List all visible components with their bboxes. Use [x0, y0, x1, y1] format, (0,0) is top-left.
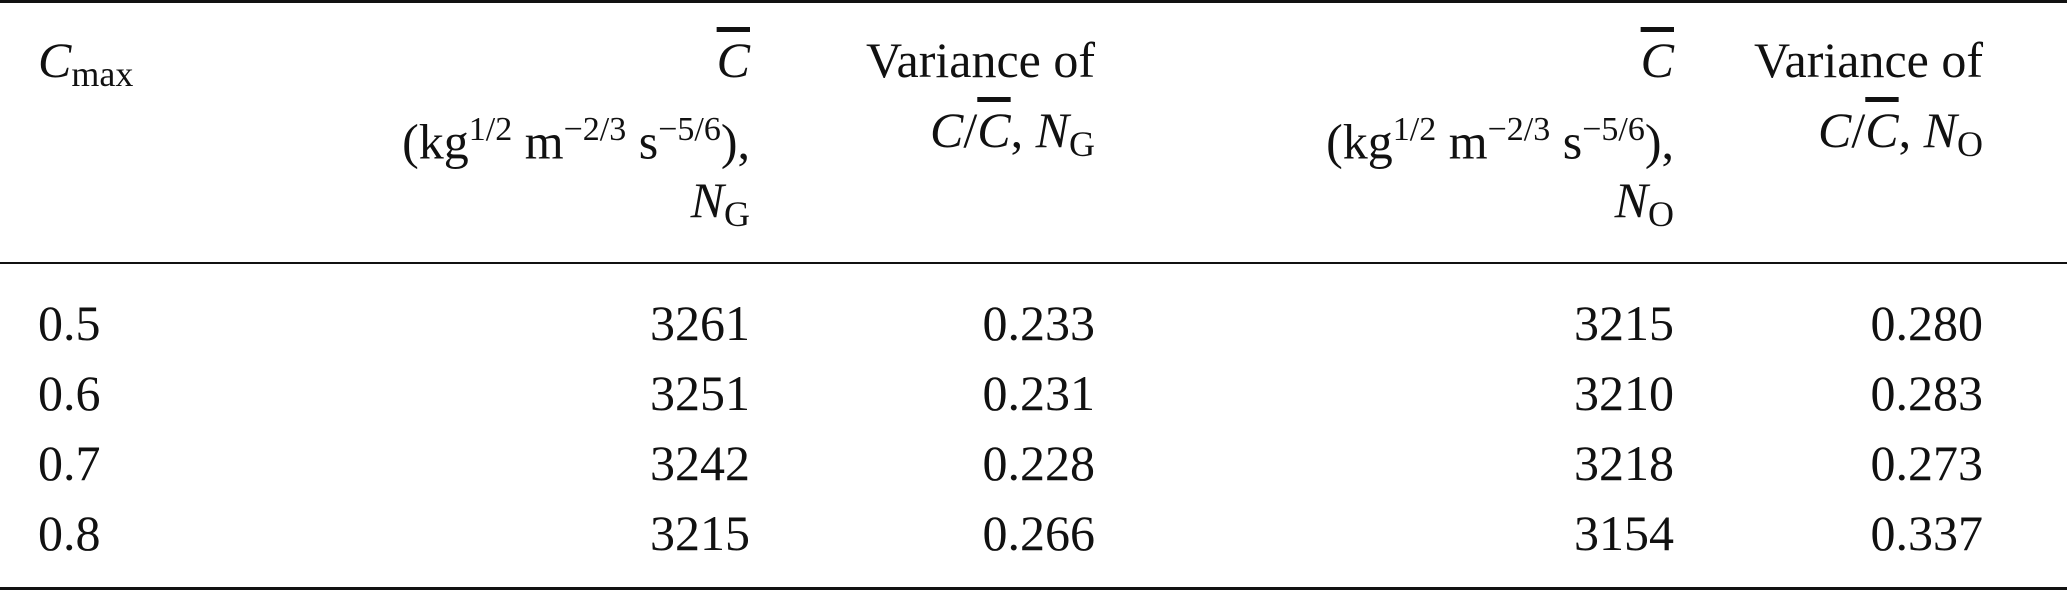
cell-cbar-no: 3210: [1574, 365, 1674, 421]
cell-variance-ng: 0.233: [982, 295, 1096, 351]
cell-cbar-ng: 3242: [650, 435, 750, 491]
cell-variance-no: 0.337: [1870, 505, 1984, 561]
cell-variance-ng: 0.266: [982, 505, 1096, 561]
cmax-symbol: C: [38, 32, 72, 88]
n-symbol: N: [1614, 172, 1648, 228]
units-line: (kg1/2 m−2/3 s−5/6),: [402, 111, 750, 170]
header-row: Cmax C (kg1/2 m−2/3 s−5/6), NG Variance …: [0, 0, 2025, 263]
cell-cmax: 0.6: [38, 365, 101, 421]
header-cbar-ng: C (kg1/2 m−2/3 s−5/6), NG: [240, 0, 755, 263]
header-variance-no: Variance of C/C, NO: [1680, 0, 2025, 263]
n-symbol: N: [690, 172, 724, 228]
bottom-rule: [0, 587, 2067, 590]
cell-variance-no: 0.273: [1870, 435, 1984, 491]
header-rule: [0, 262, 2067, 264]
cell-cbar-no: 3218: [1574, 435, 1674, 491]
cell-variance-no: 0.283: [1870, 365, 1984, 421]
cell-cmax: 0.5: [38, 295, 101, 351]
top-rule: [0, 0, 2067, 3]
cell-variance-ng: 0.228: [982, 435, 1096, 491]
cell-cmax: 0.8: [38, 505, 101, 561]
header-variance-ng: Variance of C/C, NG: [755, 0, 1100, 263]
cell-variance-ng: 0.231: [982, 365, 1096, 421]
cell-variance-no: 0.280: [1870, 295, 1984, 351]
units-line: (kg1/2 m−2/3 s−5/6),: [1326, 111, 1674, 170]
table-row: 0.6 3251 0.231 3210 0.283: [0, 358, 2025, 428]
cell-cbar-no: 3215: [1574, 295, 1674, 351]
variance-label: Variance of: [865, 32, 1095, 88]
cell-cbar-no: 3154: [1574, 505, 1674, 561]
table-row: 0.5 3261 0.233 3215 0.280: [0, 263, 2025, 358]
cell-cmax: 0.7: [38, 435, 101, 491]
cell-cbar-ng: 3251: [650, 365, 750, 421]
header-cmax: Cmax: [0, 0, 240, 263]
variance-label: Variance of: [1753, 32, 1983, 88]
n-subscript: O: [1648, 194, 1674, 234]
cbar-symbol: C: [716, 32, 750, 88]
results-table: Cmax C (kg1/2 m−2/3 s−5/6), NG Variance …: [0, 0, 2025, 568]
table-row: 0.7 3242 0.228 3218 0.273: [0, 428, 2025, 498]
cell-cbar-ng: 3215: [650, 505, 750, 561]
cell-cbar-ng: 3261: [650, 295, 750, 351]
cbar-symbol: C: [1640, 32, 1674, 88]
header-cbar-no: C (kg1/2 m−2/3 s−5/6), NO: [1100, 0, 1680, 263]
n-subscript: G: [724, 194, 750, 234]
table-row: 0.8 3215 0.266 3154 0.337: [0, 498, 2025, 568]
cmax-subscript: max: [71, 54, 134, 94]
